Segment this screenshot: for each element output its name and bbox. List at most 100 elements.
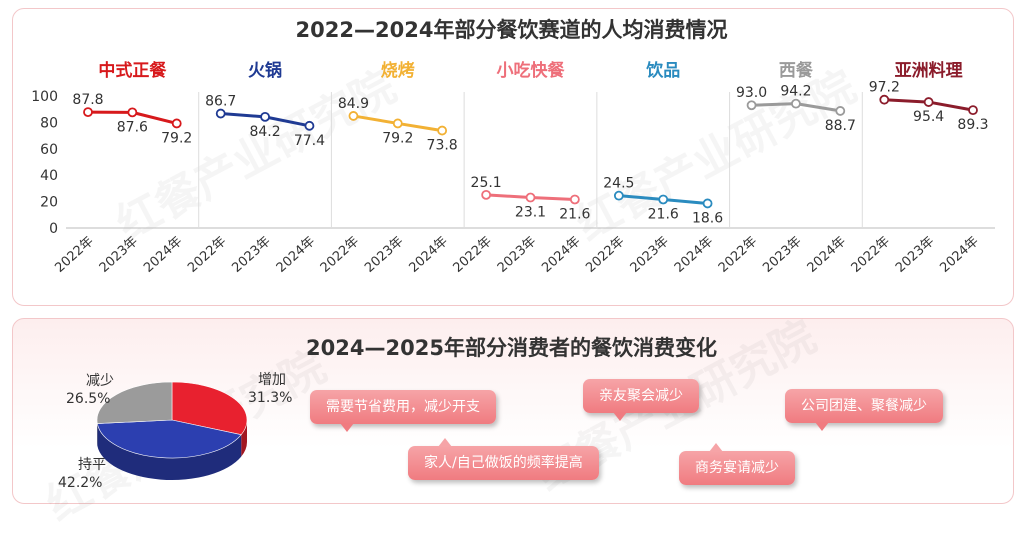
series-line <box>221 114 265 117</box>
reason-text: 亲友聚会减少 <box>599 388 683 404</box>
data-label: 84.2 <box>249 124 280 140</box>
data-point <box>704 199 712 207</box>
pie-value-label: 31.3% <box>248 390 292 406</box>
x-tick-label: 2022年 <box>583 234 627 276</box>
x-tick-label: 2023年 <box>760 234 804 276</box>
reason-bubble: 家人/自己做饭的频率提高 <box>408 446 599 480</box>
pie-label: 增加 <box>258 372 286 388</box>
data-point <box>173 119 181 127</box>
y-tick-label: 60 <box>40 142 58 158</box>
reason-bubble: 公司团建、聚餐减少 <box>785 389 943 423</box>
series-line <box>531 198 575 200</box>
data-label: 79.2 <box>382 130 413 146</box>
series-line <box>663 199 707 203</box>
data-point <box>659 195 667 203</box>
reason-text: 需要节省费用，减少开支 <box>326 399 480 415</box>
data-point <box>836 107 844 115</box>
x-tick-label: 2022年 <box>185 234 229 276</box>
x-tick-label: 2024年 <box>539 234 583 276</box>
reason-text: 商务宴请减少 <box>695 460 779 476</box>
series-name: 火锅 <box>248 60 282 81</box>
y-tick-label: 80 <box>40 115 58 131</box>
x-tick-label: 2024年 <box>407 234 451 276</box>
x-tick-label: 2023年 <box>495 234 539 276</box>
x-tick-label: 2024年 <box>805 234 849 276</box>
data-point <box>394 119 402 127</box>
x-tick-label: 2022年 <box>716 234 760 276</box>
series-name: 西餐 <box>779 60 814 81</box>
pie-label: 减少 <box>86 373 114 389</box>
data-point <box>349 112 357 120</box>
series-name: 中式正餐 <box>98 60 167 81</box>
data-label: 21.6 <box>648 206 679 222</box>
data-label: 95.4 <box>913 109 944 125</box>
data-label: 87.6 <box>117 119 148 135</box>
data-label: 93.0 <box>736 85 767 101</box>
reason-bubble: 需要节省费用，减少开支 <box>310 390 496 424</box>
data-label: 94.2 <box>780 84 811 100</box>
pie-value-label: 26.5% <box>66 391 110 407</box>
pie-label: 持平 <box>78 457 106 473</box>
x-tick-label: 2023年 <box>362 234 406 276</box>
x-tick-label: 2022年 <box>451 234 495 276</box>
series-line <box>884 100 928 102</box>
data-point <box>305 122 313 130</box>
data-label: 25.1 <box>471 175 502 191</box>
pie-value-label: 42.2% <box>58 475 102 491</box>
data-label: 24.5 <box>603 176 634 192</box>
reason-bubble: 亲友聚会减少 <box>583 379 699 413</box>
x-tick-label: 2023年 <box>628 234 672 276</box>
data-label: 73.8 <box>427 138 458 154</box>
series-name: 烧烤 <box>381 60 415 81</box>
data-point <box>128 108 136 116</box>
x-tick-label: 2023年 <box>229 234 273 276</box>
data-label: 77.4 <box>294 133 325 149</box>
data-point <box>792 100 800 108</box>
line-chart: 020406080100中式正餐87.82022年87.62023年79.220… <box>0 0 1023 508</box>
series-name: 饮品 <box>645 60 680 81</box>
x-tick-label: 2022年 <box>318 234 362 276</box>
data-point <box>571 195 579 203</box>
data-label: 18.6 <box>692 210 723 226</box>
data-label: 86.7 <box>205 94 236 110</box>
y-tick-label: 20 <box>40 195 58 211</box>
series-line <box>486 195 530 198</box>
data-point <box>880 96 888 104</box>
data-label: 87.8 <box>72 92 103 108</box>
x-tick-label: 2024年 <box>141 234 185 276</box>
data-label: 23.1 <box>515 205 546 221</box>
series-line <box>619 196 663 200</box>
reason-text: 公司团建、聚餐减少 <box>801 398 927 414</box>
x-tick-label: 2022年 <box>849 234 893 276</box>
data-label: 21.6 <box>559 206 590 222</box>
data-label: 97.2 <box>869 80 900 96</box>
x-tick-label: 2024年 <box>937 234 981 276</box>
data-point <box>438 127 446 135</box>
data-label: 79.2 <box>161 130 192 146</box>
x-tick-label: 2023年 <box>893 234 937 276</box>
x-tick-label: 2024年 <box>274 234 318 276</box>
data-point <box>527 194 535 202</box>
data-point <box>615 192 623 200</box>
data-label: 89.3 <box>957 117 988 133</box>
y-tick-label: 40 <box>40 168 58 184</box>
data-label: 84.9 <box>338 96 369 112</box>
data-point <box>969 106 977 114</box>
y-tick-label: 0 <box>49 221 58 237</box>
data-point <box>482 191 490 199</box>
series-line <box>796 104 840 111</box>
data-point <box>748 101 756 109</box>
data-point <box>217 110 225 118</box>
data-point <box>84 108 92 116</box>
data-point <box>261 113 269 121</box>
data-label: 88.7 <box>825 118 856 134</box>
x-tick-label: 2022年 <box>52 234 96 276</box>
x-tick-label: 2023年 <box>97 234 141 276</box>
series-name: 亚洲料理 <box>895 60 963 81</box>
reason-bubble: 商务宴请减少 <box>679 451 795 485</box>
x-tick-label: 2024年 <box>672 234 716 276</box>
data-point <box>925 98 933 106</box>
reason-text: 家人/自己做饭的频率提高 <box>424 455 583 471</box>
series-line <box>752 104 796 106</box>
series-name: 小吃快餐 <box>497 60 566 81</box>
